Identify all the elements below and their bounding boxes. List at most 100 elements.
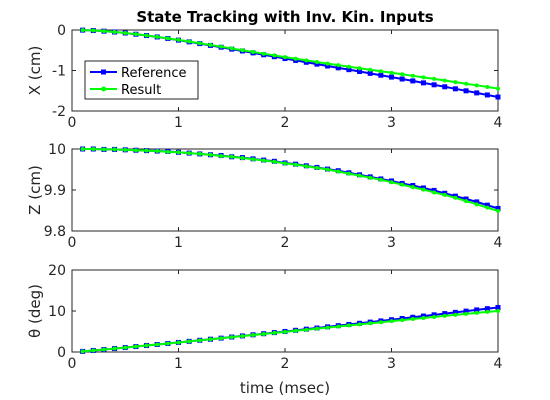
data-point [91,28,96,33]
data-point [463,88,469,94]
data-point [219,44,224,49]
data-point [293,328,298,333]
legend-marker [101,69,106,75]
data-point [474,199,480,205]
data-point [304,58,309,63]
data-point [80,349,85,354]
data-point [229,46,234,51]
data-point [335,65,341,71]
data-point [293,56,298,61]
series-line-result [82,310,499,353]
data-point [410,317,415,322]
y-tick-label: 10 [48,304,66,320]
x-tick-label: 3 [387,115,396,131]
data-point [112,30,117,35]
data-point [463,196,469,202]
legend-box [84,60,199,100]
series-result [80,28,500,91]
data-point [283,161,287,166]
data-point [165,341,170,346]
data-point [389,319,394,324]
data-point [378,69,383,74]
data-point [144,343,149,348]
data-point [261,331,266,336]
data-point [80,28,85,33]
data-point [442,313,447,318]
x-tick-label: 0 [68,235,77,251]
data-point [442,311,448,317]
y-axis-label: θ (deg) [26,284,44,338]
legend-label: Result [121,83,161,98]
y-tick-label: -1 [52,64,66,80]
y-tick-label: 0 [57,23,66,39]
x-tick-label: 0 [68,356,77,372]
data-point [304,327,309,332]
data-point [474,83,479,88]
data-point [421,187,426,192]
data-point [112,346,117,351]
data-point [485,309,490,314]
data-point [123,147,128,152]
data-point [464,199,469,204]
data-point [346,67,352,73]
data-point [165,149,170,154]
subplot-2: 0 1 2 3 4 9.8 9.9 10Z (cm) [26,142,503,251]
data-point [420,80,426,86]
data-point [421,315,426,320]
chart-title: State Tracking with Inv. Kin. Inputs [136,8,433,26]
data-point [346,323,351,328]
data-point [336,63,341,68]
data-point [442,84,448,90]
data-point [133,344,138,349]
data-point [101,147,106,152]
data-point [464,311,469,316]
data-point [495,94,501,100]
data-point [378,177,383,182]
data-point [432,76,437,81]
y-axis-label: Z (cm) [26,165,44,215]
data-point [431,187,437,193]
data-point [325,167,330,172]
data-point [452,86,458,92]
data-point [368,67,373,72]
data-point [432,314,437,319]
data-point [378,72,384,78]
data-point [293,162,298,167]
data-point [464,81,469,86]
data-point [155,149,160,154]
data-point [261,51,266,56]
x-tick-label: 1 [174,115,183,131]
data-point [410,78,416,84]
subplot-3: 0 1 2 3 4 0 10 20θ (deg) [26,263,503,372]
data-point [208,152,213,157]
x-tick-label: 4 [494,235,503,251]
data-point [91,348,96,353]
y-tick-label: 9.9 [44,183,66,199]
data-point [399,76,405,82]
data-point [400,182,405,187]
series-line-result [82,29,499,90]
y-tick-label: 10 [48,142,66,158]
data-point [283,329,287,334]
subplot-1: 0 1 2 3 4 -2 -1 0 X (cm) Reference Result [26,23,503,131]
data-point [133,32,138,37]
data-point [101,29,106,34]
series-result [80,147,500,213]
data-point [496,86,500,91]
x-axis-label: time (msec) [240,379,330,397]
data-point [112,147,117,152]
data-point [463,308,469,314]
data-point [410,185,415,190]
data-point [272,330,277,335]
data-point [304,164,309,169]
series-line-result [82,148,499,212]
data-point [208,42,213,47]
data-point [219,153,224,158]
data-point [442,78,447,83]
data-point [357,69,363,75]
data-point [346,64,351,69]
x-tick-label: 1 [174,356,183,372]
legend-marker [101,86,106,92]
data-point [123,345,128,350]
